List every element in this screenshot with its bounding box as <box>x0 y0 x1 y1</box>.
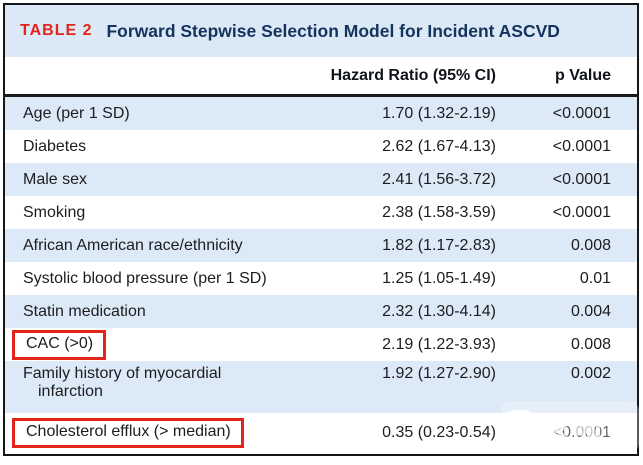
row-label-text: CAC (>0) <box>26 334 94 352</box>
row-label: African American race/ethnicity <box>23 236 243 254</box>
row-label-line2: infarction <box>38 383 103 400</box>
row-label-text: Cholesterol efflux (> median) <box>26 423 231 440</box>
hazard-ratio-value: 2.62 (1.67-4.13) <box>382 137 496 155</box>
row-label: Age (per 1 SD) <box>23 104 130 122</box>
p-value: 0.01 <box>579 269 611 287</box>
highlight-box: CAC (>0) <box>12 329 107 360</box>
p-value: <0.0001 <box>552 203 611 221</box>
p-value: 0.008 <box>570 335 611 353</box>
row-label-line1: Family history of myocardial <box>23 365 222 382</box>
row-label: Male sex <box>23 170 88 188</box>
table-row: Family history of myocardial infarction … <box>5 361 637 413</box>
hazard-ratio-value: 1.82 (1.17-2.83) <box>382 236 496 254</box>
table-title-band: TABLE 2 Forward Stepwise Selection Model… <box>5 5 637 57</box>
p-value: 0.008 <box>570 236 611 254</box>
hazard-ratio-value: 2.38 (1.58-3.59) <box>382 203 496 221</box>
table-tag: TABLE 2 <box>20 22 93 39</box>
table-row: Smoking 2.38 (1.58-3.59) <0.0001 <box>5 196 637 229</box>
p-value: <0.0001 <box>552 104 611 122</box>
table-row: Male sex 2.41 (1.56-3.72) <0.0001 <box>5 163 637 196</box>
row-label: CAC (>0) <box>5 329 326 360</box>
p-value: 0.002 <box>570 365 611 382</box>
hazard-ratio-value: 0.35 (0.23-0.54) <box>382 424 496 441</box>
table-title: Forward Stepwise Selection Model for Inc… <box>106 20 560 41</box>
table-row: Cholesterol efflux (> median) 0.35 (0.23… <box>5 413 637 453</box>
row-label: Cholesterol efflux (> median) <box>5 418 326 448</box>
p-value: <0.0001 <box>552 424 611 441</box>
table-row: Age (per 1 SD) 1.70 (1.32-2.19) <0.0001 <box>5 97 637 130</box>
hazard-ratio-value: 1.70 (1.32-2.19) <box>382 104 496 122</box>
hazard-ratio-value: 2.32 (1.30-4.14) <box>382 302 496 320</box>
row-label: Statin medication <box>23 302 146 320</box>
row-label: Systolic blood pressure (per 1 SD) <box>23 269 267 287</box>
table-row: Statin medication 2.32 (1.30-4.14) 0.004 <box>5 295 637 328</box>
table-row: CAC (>0) 2.19 (1.22-3.93) 0.008 <box>5 328 637 361</box>
table-row: African American race/ethnicity 1.82 (1.… <box>5 229 637 262</box>
table-frame: TABLE 2 Forward Stepwise Selection Model… <box>3 3 639 456</box>
table-row: Systolic blood pressure (per 1 SD) 1.25 … <box>5 262 637 295</box>
table-row: Diabetes 2.62 (1.67-4.13) <0.0001 <box>5 130 637 163</box>
column-header-p-value: p Value <box>554 66 611 84</box>
highlight-box: Cholesterol efflux (> median) <box>12 418 244 448</box>
row-label: Family history of myocardial infarction <box>5 365 326 401</box>
hazard-ratio-value: 1.92 (1.27-2.90) <box>382 365 496 382</box>
p-value: 0.004 <box>570 302 611 320</box>
p-value: <0.0001 <box>552 137 611 155</box>
hazard-ratio-value: 2.19 (1.22-3.93) <box>382 335 496 353</box>
hazard-ratio-value: 2.41 (1.56-3.72) <box>382 170 496 188</box>
p-value: <0.0001 <box>552 170 611 188</box>
column-header-row: Hazard Ratio (95% CI) p Value <box>5 57 637 97</box>
hazard-ratio-value: 1.25 (1.05-1.49) <box>382 269 496 287</box>
row-label: Smoking <box>23 203 86 221</box>
row-label: Diabetes <box>23 137 87 155</box>
column-header-hazard-ratio: Hazard Ratio (95% CI) <box>330 66 496 84</box>
table-body: Age (per 1 SD) 1.70 (1.32-2.19) <0.0001 … <box>5 97 637 453</box>
